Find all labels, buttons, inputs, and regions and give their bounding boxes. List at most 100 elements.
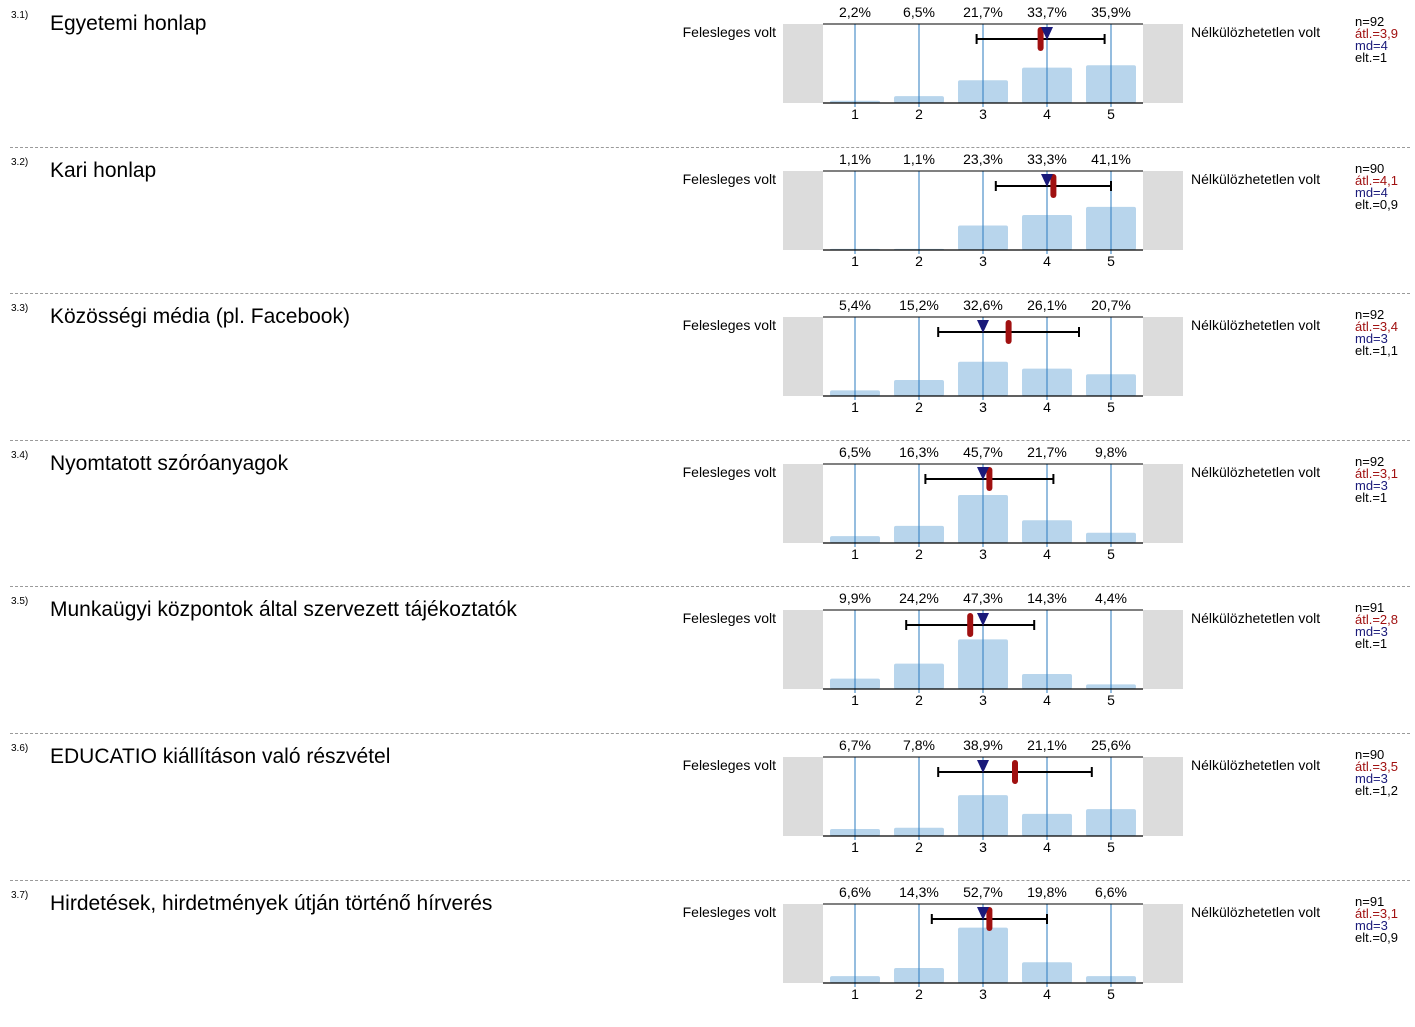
category-tick-label: 5 — [1107, 839, 1115, 855]
category-tick-label: 3 — [979, 839, 987, 855]
question-title: Hirdetések, hirdetmények útján történő h… — [50, 892, 492, 916]
stats-block: n=90 átl.=3,5 md=3 elt.=1,2 — [1355, 749, 1398, 797]
category-tick-label: 2 — [915, 839, 923, 855]
value-label: 20,7% — [1091, 297, 1131, 313]
value-label: 32,6% — [963, 297, 1003, 313]
value-label: 14,3% — [1027, 590, 1067, 606]
question-row: 3.4) Nyomtatott szóróanyagok Felesleges vo… — [0, 440, 1415, 587]
row-divider — [10, 586, 1410, 587]
left-scale-box — [783, 317, 823, 396]
scale-left-label: Felesleges volt — [683, 610, 776, 626]
left-scale-box — [783, 904, 823, 983]
scale-right-label: Nélkülözhetetlen volt — [1191, 904, 1320, 920]
value-label: 14,3% — [899, 884, 939, 900]
row-divider — [10, 147, 1410, 148]
distribution-chart: 1,1% 1,1% 23,3% 33,3% 41,1% 1 2 3 4 5 — [783, 147, 1183, 272]
category-tick-label: 1 — [851, 399, 859, 415]
value-label: 38,9% — [963, 737, 1003, 753]
right-scale-box — [1143, 904, 1183, 983]
distribution-chart: 6,6% 14,3% 52,7% 19,8% 6,6%1 2 3 4 5 — [783, 880, 1183, 1005]
question-row: 3.2) Kari honlap Felesleges volt Nélkülözhe… — [0, 147, 1415, 294]
value-label: 47,3% — [963, 590, 1003, 606]
scale-right-label: Nélkülözhetetlen volt — [1191, 24, 1320, 40]
question-number: 3.4) — [11, 450, 28, 461]
value-label: 41,1% — [1091, 151, 1131, 167]
category-tick-label: 3 — [979, 986, 987, 1002]
question-number: 3.1) — [11, 10, 28, 21]
category-tick-label: 5 — [1107, 106, 1115, 122]
category-tick-label: 1 — [851, 839, 859, 855]
question-number: 3.6) — [11, 743, 28, 754]
stats-block: n=91 átl.=2,8 md=3 elt.=1 — [1355, 602, 1398, 650]
distribution-chart: 6,5% 16,3% 45,7% 21,7% 9,8% 1 2 3 4 5 — [783, 440, 1183, 565]
question-row: 3.1) Egyetemi honlap Felesleges volt Nélkül… — [0, 0, 1415, 147]
stats-block: n=92 átl.=3,1 md=3 elt.=1 — [1355, 456, 1398, 504]
left-scale-box — [783, 757, 823, 836]
category-tick-label: 3 — [979, 692, 987, 708]
category-tick-label: 2 — [915, 986, 923, 1002]
category-tick-label: 3 — [979, 399, 987, 415]
category-tick-label: 5 — [1107, 986, 1115, 1002]
question-row: 3.6) EDUCATIO kiállításon való részvétel F… — [0, 733, 1415, 880]
value-label: 16,3% — [899, 444, 939, 460]
value-label: 2,2% — [839, 4, 871, 20]
question-number: 3.2) — [11, 157, 28, 168]
category-tick-label: 4 — [1043, 692, 1051, 708]
category-tick-label: 3 — [979, 546, 987, 562]
category-tick-label: 1 — [851, 692, 859, 708]
category-tick-label: 2 — [915, 106, 923, 122]
right-scale-box — [1143, 464, 1183, 543]
row-divider — [10, 440, 1410, 441]
value-label: 35,9% — [1091, 4, 1131, 20]
scale-left-label: Felesleges volt — [683, 904, 776, 920]
value-label: 21,7% — [963, 4, 1003, 20]
category-tick-label: 1 — [851, 253, 859, 269]
scale-right-label: Nélkülözhetetlen volt — [1191, 171, 1320, 187]
value-label: 6,5% — [903, 4, 935, 20]
value-label: 6,6% — [839, 884, 871, 900]
value-label: 6,7% — [839, 737, 871, 753]
left-scale-box — [783, 464, 823, 543]
scale-left-label: Felesleges volt — [683, 317, 776, 333]
category-tick-label: 2 — [915, 546, 923, 562]
value-label: 1,1% — [903, 151, 935, 167]
value-label: 9,9% — [839, 590, 871, 606]
stat-deviation: elt.=1 — [1355, 52, 1398, 64]
scale-right-label: Nélkülözhetetlen volt — [1191, 317, 1320, 333]
left-scale-box — [783, 610, 823, 689]
scale-right-label: Nélkülözhetetlen volt — [1191, 757, 1320, 773]
left-scale-box — [783, 24, 823, 103]
scale-left-label: Felesleges volt — [683, 757, 776, 773]
category-tick-label: 3 — [979, 253, 987, 269]
question-row: 3.7) Hirdetések, hirdetmények útján törté… — [0, 880, 1415, 1027]
question-row: 3.3) Közösségi média (pl. Facebook) Felesl… — [0, 293, 1415, 440]
category-tick-label: 5 — [1107, 692, 1115, 708]
value-label: 15,2% — [899, 297, 939, 313]
question-title: Munkaügyi központok által szervezett táj… — [50, 598, 517, 622]
right-scale-box — [1143, 610, 1183, 689]
value-label: 24,2% — [899, 590, 939, 606]
category-tick-label: 5 — [1107, 399, 1115, 415]
value-label: 5,4% — [839, 297, 871, 313]
question-title: EDUCATIO kiállításon való részvétel — [50, 745, 390, 769]
scale-right-label: Nélkülözhetetlen volt — [1191, 610, 1320, 626]
value-label: 19,8% — [1027, 884, 1067, 900]
row-divider — [10, 293, 1410, 294]
scale-left-label: Felesleges volt — [683, 171, 776, 187]
value-label: 7,8% — [903, 737, 935, 753]
value-label: 33,7% — [1027, 4, 1067, 20]
category-tick-label: 5 — [1107, 253, 1115, 269]
category-tick-label: 1 — [851, 546, 859, 562]
question-row: 3.5) Munkaügyi központok által szervezett… — [0, 586, 1415, 733]
left-scale-box — [783, 171, 823, 250]
mean-marker — [1012, 760, 1018, 784]
category-tick-label: 2 — [915, 692, 923, 708]
row-divider — [10, 733, 1410, 734]
category-tick-label: 3 — [979, 106, 987, 122]
right-scale-box — [1143, 317, 1183, 396]
question-title: Kari honlap — [50, 159, 156, 183]
category-tick-label: 5 — [1107, 546, 1115, 562]
stat-deviation: elt.=1 — [1355, 638, 1398, 650]
right-scale-box — [1143, 171, 1183, 250]
stat-deviation: elt.=1,2 — [1355, 785, 1398, 797]
